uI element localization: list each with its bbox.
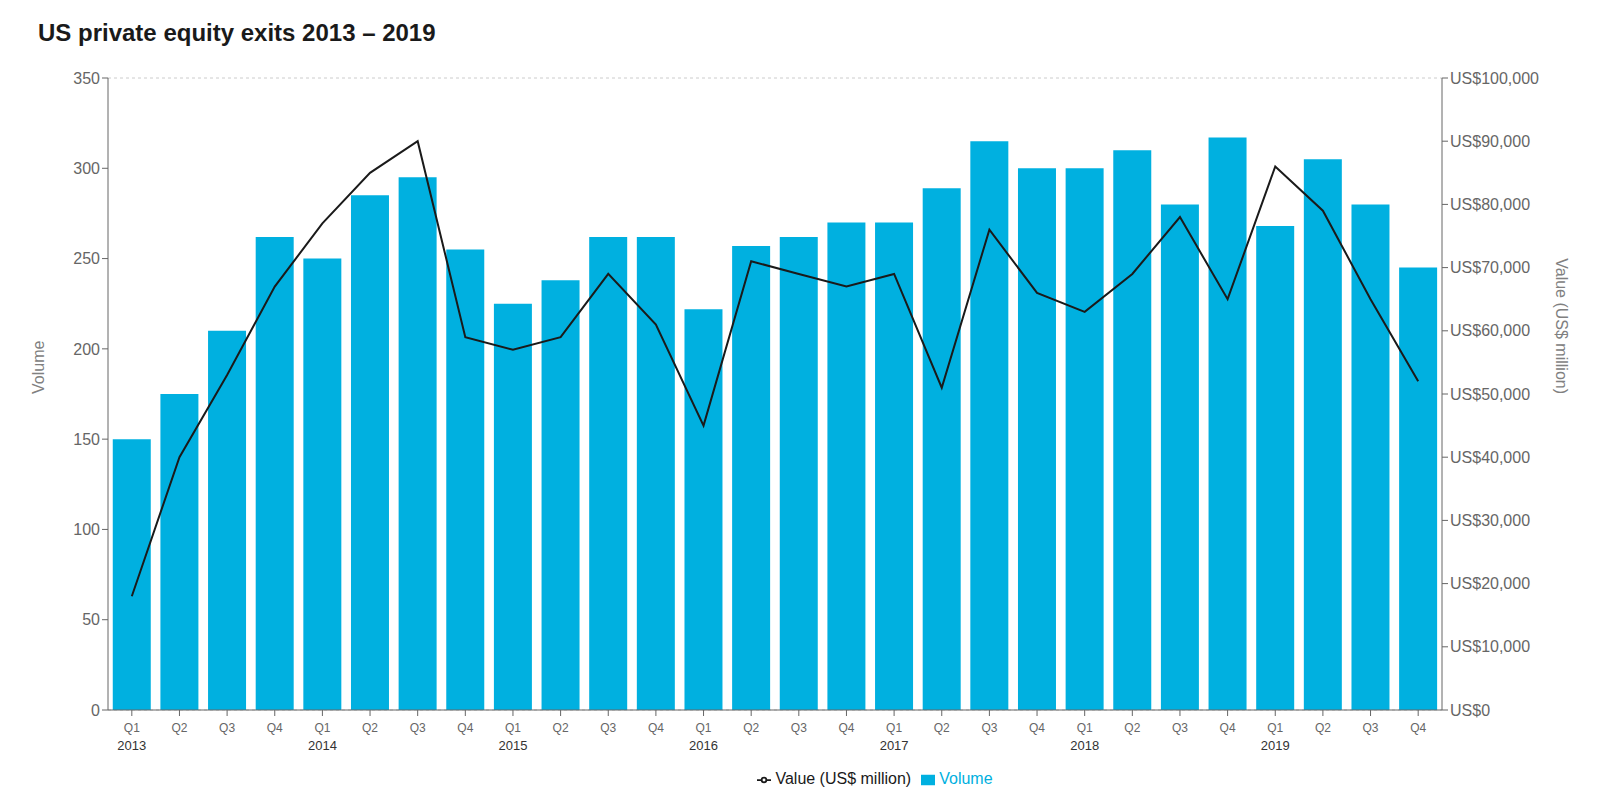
svg-text:Q2: Q2 (553, 721, 569, 735)
svg-text:2017: 2017 (880, 738, 909, 753)
svg-text:250: 250 (73, 250, 100, 267)
svg-text:Q1: Q1 (1077, 721, 1093, 735)
svg-text:2015: 2015 (499, 738, 528, 753)
svg-text:Q2: Q2 (1124, 721, 1140, 735)
svg-text:100: 100 (73, 521, 100, 538)
svg-text:US$80,000: US$80,000 (1450, 196, 1530, 213)
svg-text:Value (US$ million): Value (US$ million) (1553, 258, 1570, 394)
svg-text:0: 0 (91, 702, 100, 719)
svg-text:US$70,000: US$70,000 (1450, 259, 1530, 276)
svg-text:Q3: Q3 (1363, 721, 1379, 735)
svg-text:Q1: Q1 (314, 721, 330, 735)
svg-text:Q2: Q2 (171, 721, 187, 735)
svg-text:Q3: Q3 (1172, 721, 1188, 735)
svg-text:US$0: US$0 (1450, 702, 1490, 719)
html-text:Value (US$ million): Value (US$ million) (775, 770, 912, 787)
svg-text:Q2: Q2 (362, 721, 378, 735)
svg-text:300: 300 (73, 160, 100, 177)
svg-text:350: 350 (73, 70, 100, 87)
svg-text:US$40,000: US$40,000 (1450, 449, 1530, 466)
svg-text:Q1: Q1 (1267, 721, 1283, 735)
svg-text:Q4: Q4 (1029, 721, 1045, 735)
svg-text:Q3: Q3 (981, 721, 997, 735)
svg-text:Q3: Q3 (410, 721, 426, 735)
svg-text:Q1: Q1 (696, 721, 712, 735)
svg-text:Volume: Volume (30, 341, 47, 394)
svg-text:US$60,000: US$60,000 (1450, 322, 1530, 339)
svg-text:2014: 2014 (308, 738, 337, 753)
html-text:US private equity exits 2013 –: US private equity exits 2013 – 2019 (38, 19, 436, 46)
svg-text:US$30,000: US$30,000 (1450, 512, 1530, 529)
svg-text:US$10,000: US$10,000 (1450, 638, 1530, 655)
svg-text:50: 50 (82, 611, 100, 628)
svg-text:Q3: Q3 (791, 721, 807, 735)
svg-text:Q4: Q4 (267, 721, 283, 735)
svg-text:Q2: Q2 (743, 721, 759, 735)
svg-text:150: 150 (73, 431, 100, 448)
svg-text:US$100,000: US$100,000 (1450, 70, 1539, 87)
svg-text:US$90,000: US$90,000 (1450, 133, 1530, 150)
svg-text:2018: 2018 (1070, 738, 1099, 753)
svg-text:Q1: Q1 (886, 721, 902, 735)
html-text:Volume: Volume (939, 770, 993, 787)
svg-text:Q2: Q2 (934, 721, 950, 735)
svg-text:Q4: Q4 (838, 721, 854, 735)
svg-text:US$50,000: US$50,000 (1450, 386, 1530, 403)
svg-text:Q1: Q1 (124, 721, 140, 735)
svg-text:Q3: Q3 (600, 721, 616, 735)
svg-text:2019: 2019 (1261, 738, 1290, 753)
svg-text:Q2: Q2 (1315, 721, 1331, 735)
svg-text:US$20,000: US$20,000 (1450, 575, 1530, 592)
svg-text:2013: 2013 (117, 738, 146, 753)
svg-text:Q3: Q3 (219, 721, 235, 735)
svg-text:Q4: Q4 (457, 721, 473, 735)
svg-text:2016: 2016 (689, 738, 718, 753)
svg-text:Q4: Q4 (1220, 721, 1236, 735)
svg-text:Q4: Q4 (648, 721, 664, 735)
svg-text:Q1: Q1 (505, 721, 521, 735)
svg-text:Q4: Q4 (1410, 721, 1426, 735)
svg-text:200: 200 (73, 341, 100, 358)
